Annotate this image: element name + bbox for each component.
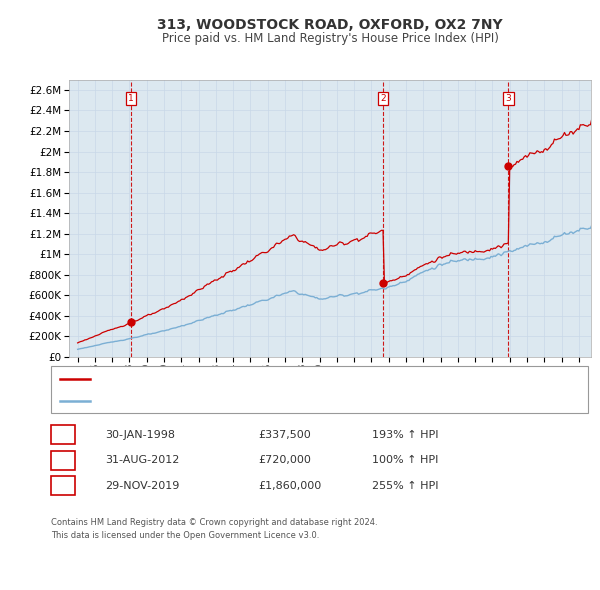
- Text: 3: 3: [506, 94, 511, 103]
- Text: 100% ↑ HPI: 100% ↑ HPI: [372, 455, 439, 465]
- Text: This data is licensed under the Open Government Licence v3.0.: This data is licensed under the Open Gov…: [51, 531, 319, 540]
- Text: Contains HM Land Registry data © Crown copyright and database right 2024.: Contains HM Land Registry data © Crown c…: [51, 517, 377, 527]
- Text: 313, WOODSTOCK ROAD, OXFORD, OX2 7NY: 313, WOODSTOCK ROAD, OXFORD, OX2 7NY: [157, 18, 503, 32]
- Text: 29-NOV-2019: 29-NOV-2019: [105, 481, 179, 490]
- Text: 1: 1: [128, 94, 134, 103]
- Text: 1: 1: [59, 430, 67, 440]
- Text: 31-AUG-2012: 31-AUG-2012: [105, 455, 179, 465]
- Text: 255% ↑ HPI: 255% ↑ HPI: [372, 481, 439, 490]
- Text: Price paid vs. HM Land Registry's House Price Index (HPI): Price paid vs. HM Land Registry's House …: [161, 32, 499, 45]
- Text: 30-JAN-1998: 30-JAN-1998: [105, 430, 175, 440]
- Text: £337,500: £337,500: [258, 430, 311, 440]
- Text: 2: 2: [380, 94, 386, 103]
- Text: 3: 3: [59, 481, 67, 490]
- Text: 313, WOODSTOCK ROAD, OXFORD, OX2 7NY (semi-detached house): 313, WOODSTOCK ROAD, OXFORD, OX2 7NY (se…: [96, 374, 452, 384]
- Text: £720,000: £720,000: [258, 455, 311, 465]
- Text: 193% ↑ HPI: 193% ↑ HPI: [372, 430, 439, 440]
- Text: HPI: Average price, semi-detached house, Oxford: HPI: Average price, semi-detached house,…: [96, 396, 353, 406]
- Text: 2: 2: [59, 455, 67, 465]
- Text: £1,860,000: £1,860,000: [258, 481, 321, 490]
